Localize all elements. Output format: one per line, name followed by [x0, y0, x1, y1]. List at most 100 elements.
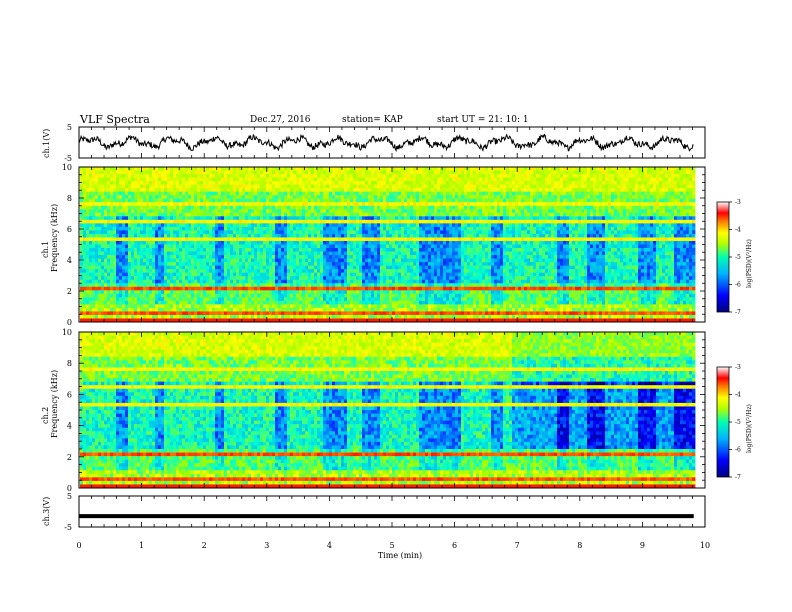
spectrogram-cell: [125, 195, 129, 200]
spectrogram-cell: [389, 219, 393, 224]
spectrogram-cell: [215, 304, 219, 309]
spectrogram-cell: [242, 226, 246, 231]
spectrogram-cell: [98, 167, 102, 171]
spectrogram-cell: [137, 170, 141, 175]
spectrogram-cell: [212, 230, 216, 235]
spectrogram-cell: [266, 304, 270, 309]
spectrogram-cell: [314, 279, 318, 284]
spectrogram-cell: [323, 226, 327, 231]
spectrogram-cell: [365, 230, 369, 235]
spectrogram-cell: [197, 181, 201, 186]
spectrogram-cell: [182, 198, 186, 203]
spectrogram-cell: [377, 272, 381, 277]
spectrogram-cell: [263, 167, 267, 171]
spectrogram-cell: [398, 283, 402, 288]
spectrogram-cell: [326, 286, 330, 291]
spectrogram-cell: [392, 188, 396, 193]
spectrogram-cell: [251, 269, 255, 274]
spectrogram-cell: [356, 174, 360, 178]
spectrogram-cell: [104, 297, 108, 302]
spectrogram-cell: [92, 233, 96, 238]
spectrogram-cell: [380, 167, 384, 171]
spectrogram-cell: [335, 283, 339, 288]
spectrogram-cell: [83, 226, 87, 231]
spectrogram-cell: [269, 230, 273, 235]
spectrogram-cell: [245, 318, 249, 323]
spectrogram-cell: [80, 244, 84, 249]
spectrogram-cell: [182, 293, 186, 298]
spectrogram-cell: [341, 311, 345, 316]
spectrogram-cell: [182, 300, 186, 305]
spectrogram-cell: [104, 251, 108, 256]
spectrogram-cell: [170, 318, 174, 323]
spectrogram-cell: [389, 174, 393, 178]
spectrogram-cell: [284, 226, 288, 231]
spectrogram-cell: [95, 198, 99, 203]
spectrogram-cell: [209, 226, 213, 231]
spectrogram-cell: [257, 233, 261, 238]
spectrogram-cell: [332, 297, 336, 302]
spectrogram-cell: [149, 297, 153, 302]
spectrogram-cell: [230, 255, 234, 259]
spectrogram-cell: [359, 255, 363, 259]
spectrogram-cell: [302, 314, 306, 319]
spectrogram-cell: [320, 198, 324, 203]
spectrogram-cell: [347, 258, 351, 263]
spectrogram-cell: [170, 167, 174, 171]
spectrogram-cell: [167, 265, 171, 270]
spectrogram-cell: [401, 233, 405, 238]
spectrogram-cell: [383, 258, 387, 263]
spectrogram-cell: [305, 286, 309, 291]
spectrogram-cell: [101, 255, 105, 259]
spectrogram-cell: [284, 304, 288, 309]
spectrogram-cell: [83, 167, 87, 171]
spectrogram-cell: [287, 269, 291, 274]
spectrogram-cell: [212, 314, 216, 319]
spectrogram-cell: [104, 226, 108, 231]
spectrogram-cell: [140, 244, 144, 249]
spectrogram-cell: [377, 290, 381, 295]
spectrogram-cell: [371, 195, 375, 200]
spectrogram-cell: [98, 269, 102, 274]
spectrogram-cell: [152, 188, 156, 193]
spectrogram-cell: [116, 286, 120, 291]
spectrogram-cell: [386, 276, 390, 281]
spectrogram-cell: [92, 283, 96, 288]
spectrogram-cell: [227, 212, 231, 217]
spectrogram-cell: [269, 191, 273, 196]
spectrogram-cell: [344, 283, 348, 288]
spectrogram-cell: [173, 314, 177, 319]
spectrogram-cell: [113, 269, 117, 274]
spectrogram-cell: [92, 170, 96, 175]
spectrogram-cell: [332, 311, 336, 316]
spectrogram-cell: [134, 251, 138, 256]
spectrogram-cell: [245, 212, 249, 217]
spectrogram-cell: [158, 290, 162, 295]
spectrogram-cell: [260, 181, 264, 186]
spectrogram-cell: [326, 198, 330, 203]
spectrogram-cell: [356, 255, 360, 259]
spectrogram-cell: [173, 191, 177, 196]
spectrogram-cell: [137, 251, 141, 256]
spectrogram-cell: [305, 283, 309, 288]
spectrogram-cell: [236, 216, 240, 221]
spectrogram-cell: [245, 244, 249, 249]
spectrogram-cell: [236, 311, 240, 316]
spectrogram-cell: [239, 314, 243, 319]
spectrogram-cell: [137, 276, 141, 281]
spectrogram-cell: [389, 286, 393, 291]
spectrogram-cell: [368, 255, 372, 259]
spectrogram-cell: [182, 304, 186, 309]
spectrogram-cell: [242, 223, 246, 228]
spectrogram-cell: [281, 300, 285, 305]
spectrogram-cell: [386, 170, 390, 175]
spectrogram-cell: [299, 314, 303, 319]
spectrogram-cell: [272, 262, 276, 267]
spectrogram-cell: [230, 237, 234, 242]
spectrogram-cell: [329, 202, 333, 207]
spectrogram-cell: [368, 258, 372, 263]
spectrogram-cell: [377, 202, 381, 207]
spectrogram-cell: [143, 216, 147, 221]
spectrogram-cell: [314, 286, 318, 291]
spectrogram-cell: [92, 272, 96, 277]
